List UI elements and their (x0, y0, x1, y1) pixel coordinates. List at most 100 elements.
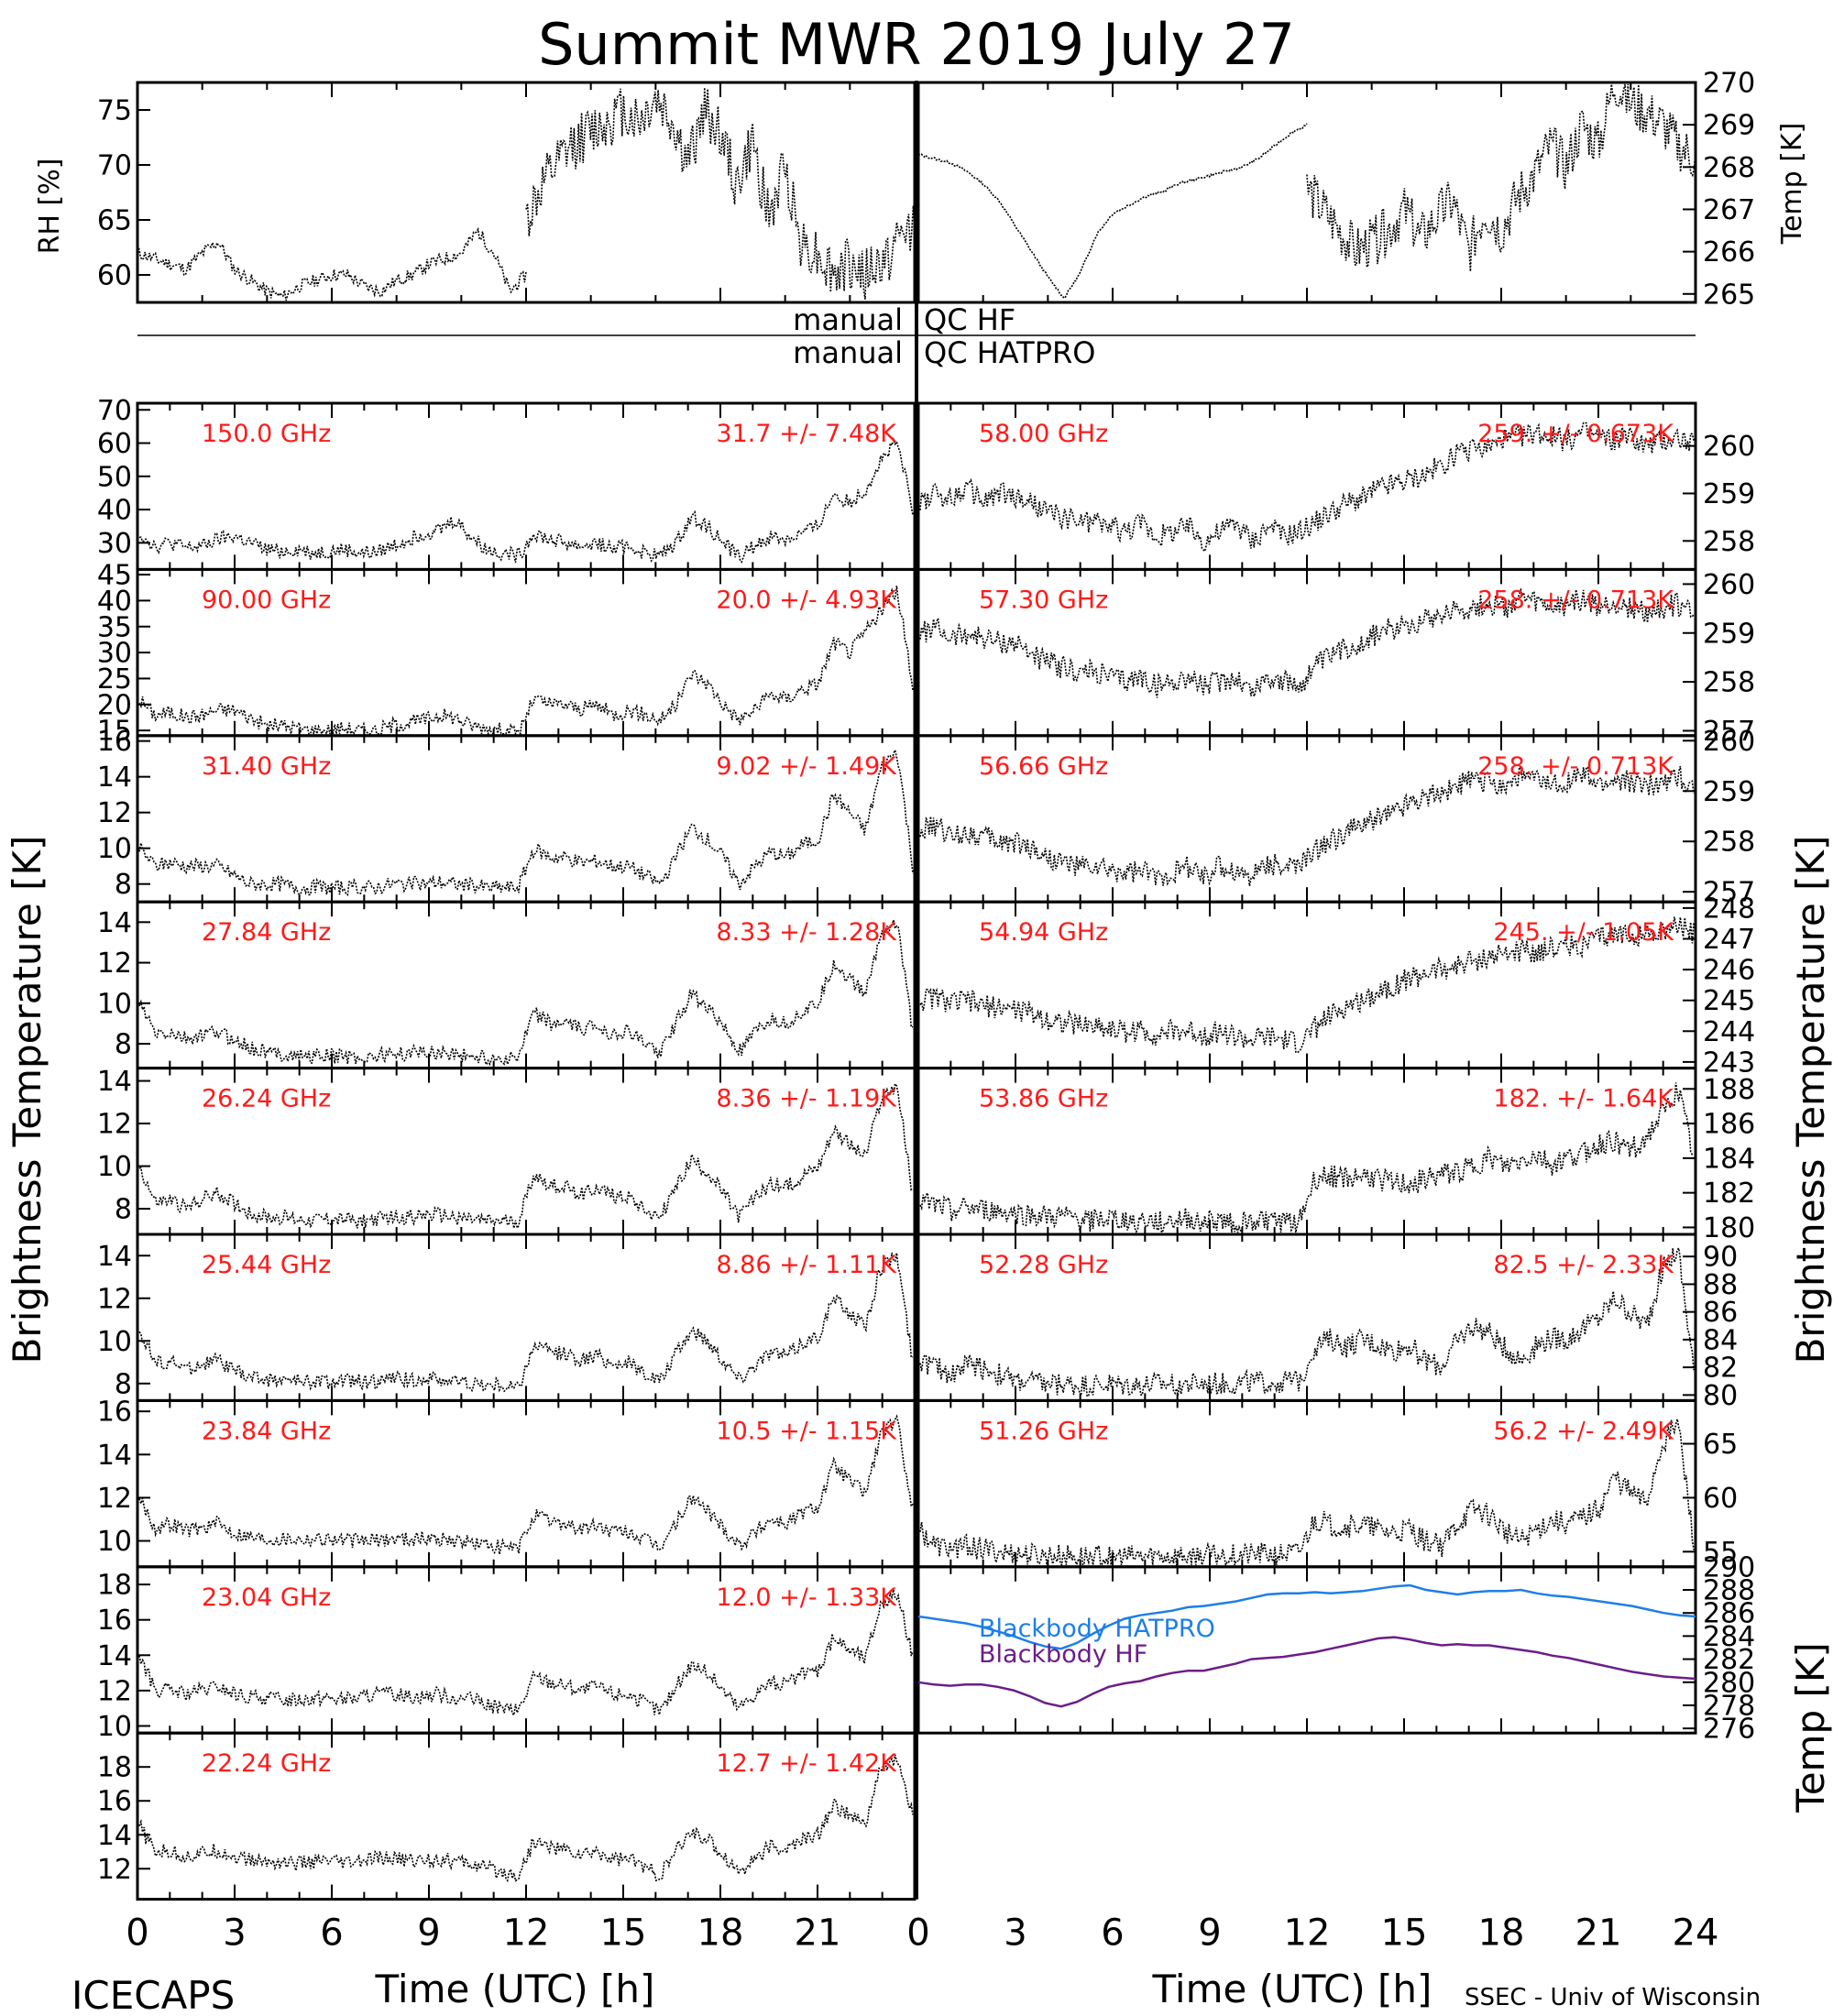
left-panel-7-ytick-label: 10 (97, 1526, 132, 1558)
right-panel-2-ytick-label: 257 (1703, 716, 1755, 748)
left-panel-8-freq-label: 23.04 GHz (202, 1583, 331, 1612)
left-panel-8-stat-label: 12.0 +/- 1.33K (716, 1583, 897, 1612)
left-panel-8-ytick-label: 16 (97, 1605, 132, 1637)
right-panel-1-stat-label: 259. +/- 0.673K (1477, 420, 1674, 448)
left-panel-7-ytick-label: 14 (97, 1440, 132, 1472)
right-panel-8-legend-hf: Blackbody HF (979, 1640, 1147, 1669)
left-panel-7-freq-label: 23.84 GHz (202, 1417, 331, 1445)
credit-ssec: SSEC - Univ of Wisconsin (1465, 1984, 1761, 2011)
ylabel-brightness-right: Brightness Temperature [K] (1788, 836, 1833, 1364)
xlabel-right: Time (UTC) [h] (1152, 1967, 1432, 2011)
ylabel-temp-top: Temp [K] (1776, 123, 1808, 246)
xtick-label-left: 12 (503, 1912, 550, 1955)
right-panel-8-ytick-label: 290 (1703, 1551, 1755, 1583)
right-panel-1-ytick-label: 260 (1703, 431, 1755, 463)
right-panel-6-ytick-label: 86 (1703, 1297, 1738, 1329)
right-panel-4-ytick-label: 245 (1703, 985, 1755, 1017)
left-panel-2-ytick-label: 30 (97, 638, 132, 670)
left-panel-1-series (138, 436, 914, 564)
left-panel-3-ytick-label: 8 (115, 869, 132, 901)
right-panel-6-ytick-label: 80 (1703, 1380, 1738, 1412)
right-panel-3-series (919, 765, 1695, 886)
right-panel-3-freq-label: 56.66 GHz (979, 752, 1108, 781)
left-panel-2-series (138, 586, 914, 737)
right-panel-5-stat-label: 182. +/- 1.64K (1493, 1085, 1674, 1113)
right-panel-5-ytick-label: 188 (1703, 1074, 1755, 1106)
left-panel-8-ytick-label: 12 (97, 1675, 132, 1707)
left-panel-4-ytick-label: 14 (97, 907, 132, 939)
right-panel-6-ytick-label: 90 (1703, 1242, 1738, 1274)
left-panel-5-ytick-label: 14 (97, 1066, 132, 1098)
temp-panel-ytick-label: 268 (1703, 152, 1755, 184)
left-panel-3-ytick-label: 14 (97, 761, 132, 794)
rh-series-second-half (525, 87, 916, 300)
xtick-label-right: 6 (1101, 1912, 1124, 1955)
rh-panel-ytick-label: 60 (97, 260, 132, 292)
right-panel-3-ytick-label: 257 (1703, 877, 1755, 909)
left-panel-8-ytick-label: 10 (97, 1711, 132, 1743)
left-panel-3-stat-label: 9.02 +/- 1.49K (716, 752, 897, 781)
left-panel-8-ytick-label: 18 (97, 1570, 132, 1602)
left-panel-5-ytick-label: 12 (97, 1109, 132, 1141)
right-panel-5-ytick-label: 184 (1703, 1143, 1755, 1175)
right-panel-4-ytick-label: 243 (1703, 1046, 1755, 1079)
right-panel-2-stat-label: 258. +/- 0.713K (1477, 586, 1674, 614)
right-panel-7-freq-label: 51.26 GHz (979, 1417, 1108, 1445)
left-panel-6-ytick-label: 10 (97, 1326, 132, 1358)
temp-panel-ytick-label: 270 (1703, 68, 1755, 100)
right-panel-6-ytick-label: 88 (1703, 1269, 1738, 1301)
right-panel-1-ytick-label: 259 (1703, 478, 1755, 510)
credit-icecaps: ICECAPS (71, 1973, 235, 2016)
left-panel-3-ytick-label: 12 (97, 797, 132, 829)
left-panel-3-ytick-label: 16 (97, 726, 132, 758)
xtick-label-right: 24 (1673, 1912, 1719, 1955)
rh-panel-ytick-label: 75 (97, 95, 132, 127)
left-panel-1-freq-label: 150.0 GHz (202, 420, 331, 448)
left-panel-9-ytick-label: 12 (97, 1854, 132, 1886)
left-panel-5-stat-label: 8.36 +/- 1.19K (716, 1085, 897, 1113)
left-panel-6-series (138, 1252, 914, 1393)
xtick-label-right: 9 (1198, 1912, 1221, 1955)
left-panel-7-ytick-label: 12 (97, 1483, 132, 1515)
xtick-label-right: 15 (1381, 1912, 1428, 1955)
right-panel-6-ytick-label: 82 (1703, 1353, 1738, 1385)
rh-panel-frame (136, 81, 916, 304)
left-panel-8-series (138, 1589, 914, 1717)
right-panel-5-ytick-label: 182 (1703, 1178, 1755, 1210)
xtick-label-right: 18 (1478, 1912, 1525, 1955)
left-panel-1-ytick-label: 70 (97, 395, 132, 427)
right-panel-4-ytick-label: 248 (1703, 893, 1755, 925)
xtick-label-right: 21 (1575, 1912, 1622, 1955)
right-panel-7-stat-label: 56.2 +/- 2.49K (1493, 1417, 1674, 1445)
right-panel-5-ytick-label: 180 (1703, 1212, 1755, 1244)
right-panel-2-ytick-label: 258 (1703, 667, 1755, 699)
temp-panel-ytick-label: 269 (1703, 110, 1755, 142)
right-panel-2-ytick-label: 259 (1703, 618, 1755, 650)
right-panel-1-ytick-label: 258 (1703, 526, 1755, 558)
right-panel-3-stat-label: 258. +/- 0.713K (1477, 752, 1674, 781)
left-panel-7-stat-label: 10.5 +/- 1.15K (716, 1417, 897, 1445)
left-panel-4-series (138, 919, 914, 1067)
left-panel-8-ytick-label: 14 (97, 1640, 132, 1672)
right-panel-1-series (919, 422, 1695, 553)
right-panel-8-series-hatpro (917, 1583, 1696, 1650)
left-panel-4-ytick-label: 10 (97, 988, 132, 1020)
right-panel-4-series (919, 916, 1695, 1054)
right-panel-6-series (919, 1246, 1695, 1398)
right-panel-8-ytick-label: 280 (1703, 1667, 1755, 1699)
left-panel-2-ytick-label: 20 (97, 689, 132, 721)
right-panel-8-ytick-label: 284 (1703, 1621, 1755, 1653)
left-panel-2-ytick-label: 35 (97, 611, 132, 643)
right-panel-8-series-hf (917, 1636, 1696, 1708)
right-panel-7-series (919, 1419, 1695, 1568)
left-panel-1-ytick-label: 50 (97, 461, 132, 493)
left-panel-9-stat-label: 12.7 +/- 1.42K (716, 1749, 897, 1778)
left-panel-5-freq-label: 26.24 GHz (202, 1085, 331, 1113)
xtick-label-left: 0 (126, 1912, 148, 1955)
qc-hatpro-left: manual (793, 335, 903, 370)
xtick-label-left: 9 (417, 1912, 440, 1955)
qc-hf-left: manual (793, 302, 903, 337)
left-panel-3-freq-label: 31.40 GHz (202, 752, 331, 781)
temp-panel-frame (916, 81, 1697, 304)
xlabel-left: Time (UTC) [h] (375, 1967, 655, 2011)
